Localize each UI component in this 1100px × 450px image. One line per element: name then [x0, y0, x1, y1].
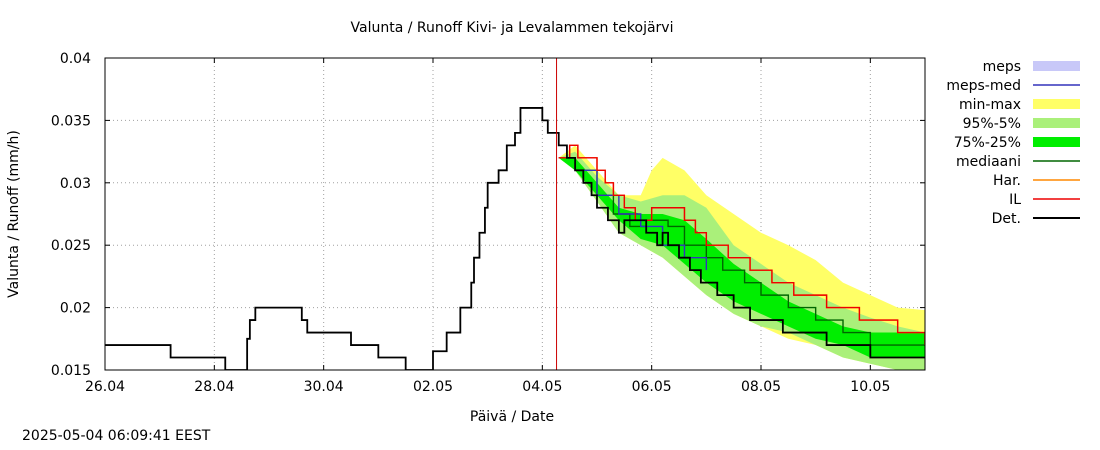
y-tick-label: 0.04 [60, 51, 91, 67]
x-tick-label: 26.04 [85, 379, 125, 395]
y-tick-label: 0.035 [51, 113, 91, 129]
x-tick-label: 28.04 [194, 379, 234, 395]
legend-swatch [1033, 61, 1080, 71]
y-axis-label: Valunta / Runoff (mm/h) [6, 130, 22, 298]
chart-title: Valunta / Runoff Kivi- ja Levalammen tek… [351, 20, 674, 36]
legend-label: 75%-25% [954, 135, 1021, 151]
legend-label: Det. [992, 211, 1021, 227]
legend-label: IL [1009, 192, 1021, 208]
band-95-5- [558, 151, 925, 370]
x-tick-label: 30.04 [304, 379, 344, 395]
timestamp: 2025-05-04 06:09:41 EEST [22, 428, 211, 444]
legend-swatch [1033, 118, 1080, 128]
legend-label: mediaani [956, 154, 1021, 170]
legend-label: min-max [959, 97, 1021, 113]
legend-label: meps-med [946, 78, 1021, 94]
legend-label: Har. [993, 173, 1021, 189]
y-tick-label: 0.025 [51, 238, 91, 254]
y-tick-label: 0.03 [60, 176, 91, 192]
y-tick-label: 0.02 [60, 301, 91, 317]
x-tick-label: 08.05 [741, 379, 781, 395]
band-75-25- [558, 157, 925, 358]
plot-area: 26.04 28.04 30.04 02.05 04.05 06.05 08.05 10.05… [51, 51, 926, 395]
y-tick-label: 0.015 [51, 363, 91, 379]
legend-label: meps [983, 59, 1021, 75]
line-il [558, 144, 925, 346]
x-tick-label: 06.05 [632, 379, 672, 395]
legend: meps meps-med min-max 95%-5% 75%-25% mediaani… [946, 59, 1080, 227]
x-tick-label: 04.05 [522, 379, 562, 395]
line-mediaani [558, 157, 925, 346]
legend-swatch [1033, 99, 1080, 109]
line-det- [105, 107, 925, 370]
legend-swatch [1033, 137, 1080, 147]
x-axis-label: Päivä / Date [470, 409, 554, 425]
x-tick-label: 10.05 [850, 379, 890, 395]
x-tick-label: 02.05 [413, 379, 453, 395]
legend-label: 95%-5% [963, 116, 1021, 132]
plot-frame [104, 57, 926, 371]
data-series [105, 107, 925, 370]
